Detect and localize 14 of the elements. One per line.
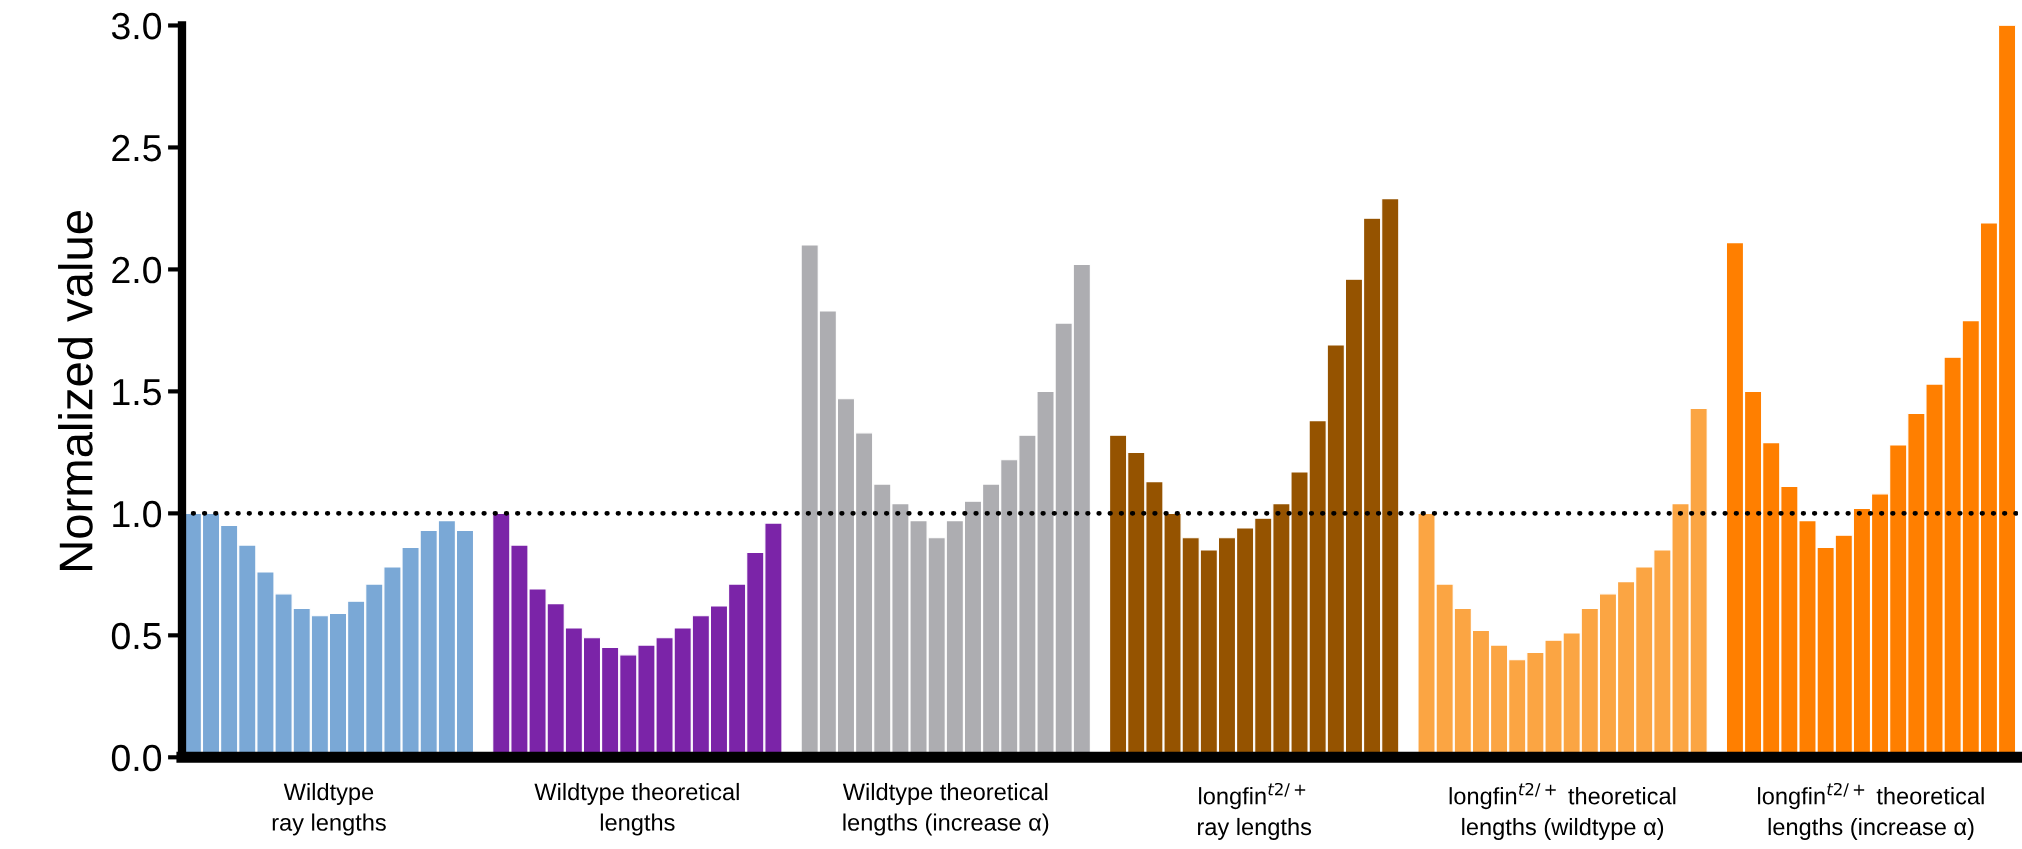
series-label: Wildtype theoretical lengths (increase α) xyxy=(842,782,1049,836)
series-label: longfin$^{t2/+}$ theoretical lengths (increase α) xyxy=(1758,782,1984,840)
text: longfin$^{t2/+}$ ray lengths xyxy=(1198,782,1312,840)
series-label: Wildtype ray lengths xyxy=(272,782,386,836)
y-tick-label: 0.5 xyxy=(111,622,161,650)
y-tick-label: 3.0 xyxy=(111,12,162,40)
y-tick-label: 2.5 xyxy=(112,134,161,162)
series-label: longfin$^{t2/+}$ theoretical lengths (wildtype α) xyxy=(1449,782,1676,840)
y-tick-label: 1.5 xyxy=(113,379,161,406)
series-label: Wildtype theoretical lengths xyxy=(534,782,739,836)
y-axis-title: Normalized value xyxy=(58,211,93,570)
y-tick-label: 2.0 xyxy=(112,256,162,284)
y-tick-label: 0.0 xyxy=(111,744,162,772)
y-tick-label: 1.0 xyxy=(113,500,162,528)
